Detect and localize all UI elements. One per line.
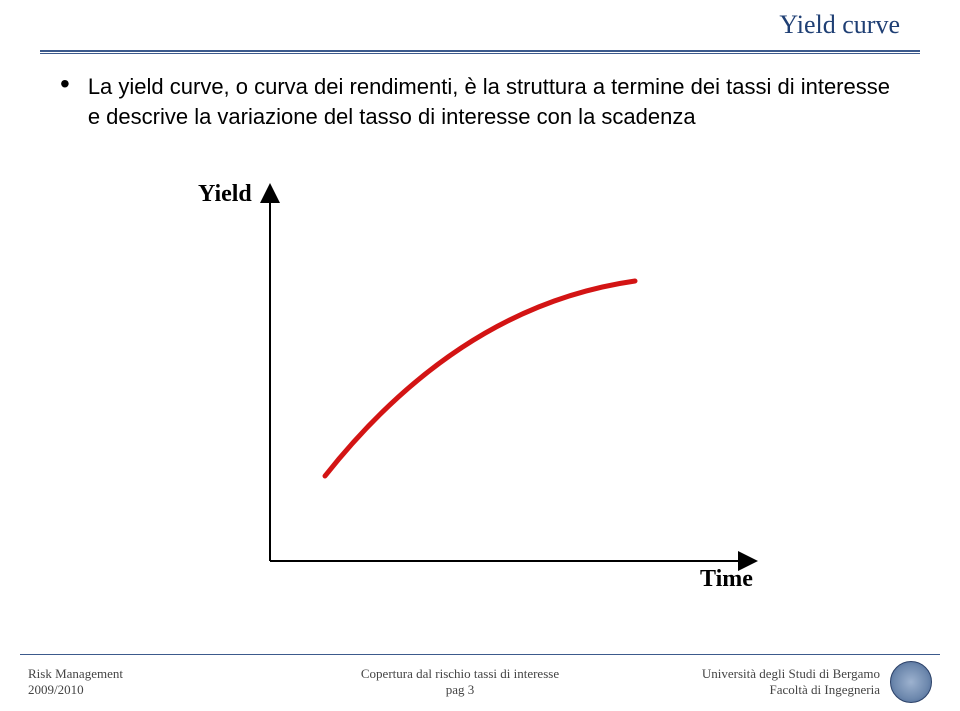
footer-left: Risk Management 2009/2010 (28, 666, 248, 698)
footer-left-line1: Risk Management (28, 666, 248, 682)
bullet-glyph: • (60, 70, 70, 98)
y-axis-label: Yield (198, 181, 252, 208)
footer-center-line2: pag 3 (248, 682, 672, 698)
bullet-paragraph: • La yield curve, o curva dei rendimenti… (60, 72, 900, 131)
footer-left-line2: 2009/2010 (28, 682, 248, 698)
yield-curve (325, 281, 635, 476)
page-title: Yield curve (60, 10, 900, 40)
chart-svg (160, 161, 800, 591)
university-seal-icon (890, 661, 932, 703)
footer-center-line1: Copertura dal rischio tassi di interesse (248, 666, 672, 682)
footer-right: Università degli Studi di Bergamo Facolt… (672, 661, 932, 703)
footer: Risk Management 2009/2010 Copertura dal … (20, 654, 940, 703)
footer-right-line2: Facoltà di Ingegneria (702, 682, 880, 698)
x-axis-label: Time (700, 566, 753, 593)
bullet-text: La yield curve, o curva dei rendimenti, … (88, 72, 900, 131)
footer-center: Copertura dal rischio tassi di interesse… (248, 666, 672, 698)
content-area: • La yield curve, o curva dei rendimenti… (0, 54, 960, 654)
yield-chart: Yield Time (160, 161, 800, 591)
footer-right-line1: Università degli Studi di Bergamo (702, 666, 880, 682)
